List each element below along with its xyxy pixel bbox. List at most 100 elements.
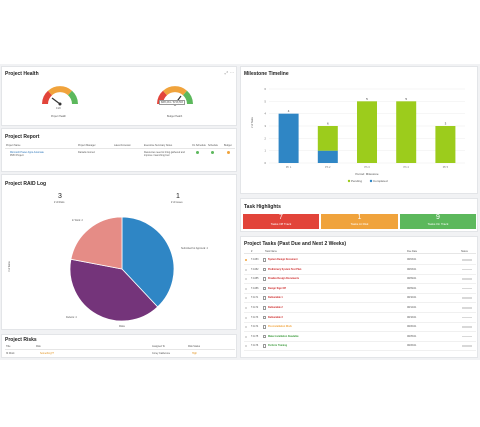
more-icon[interactable]: ⋯: [230, 70, 234, 75]
y-tick-label: 5: [264, 99, 266, 103]
y-tick-label: 0: [264, 161, 266, 165]
card-value: 1: [357, 214, 362, 221]
card-value: 7: [279, 214, 283, 221]
table-row[interactable]: T-1173 Deliverable 3 08/16/21: [244, 314, 476, 323]
bar-total-label: 3: [445, 122, 447, 126]
task-name-link[interactable]: Pre-Installation Work: [268, 325, 292, 329]
table-row[interactable]: T-1085 Finalize Design Documents 08/09/21: [244, 275, 476, 285]
task-name-link[interactable]: Deliverable 1: [268, 296, 283, 300]
status-bar: [462, 335, 472, 338]
status-dot: [227, 151, 230, 154]
x-axis-label: Period: Milestone: [355, 172, 379, 176]
table-row[interactable]: T-1172 Deliverable 2 08/12/21: [244, 304, 476, 313]
summary-notes: Resources need to bring gathered and imp…: [144, 151, 185, 157]
task-name-link[interactable]: Design Sign Off: [268, 286, 286, 290]
bar-pending[interactable]: [396, 101, 417, 163]
raid-pie-chart: [69, 216, 175, 322]
status-dot: [211, 151, 214, 154]
task-name-link[interactable]: Perform Training: [268, 344, 288, 348]
table-row[interactable]: T-1086 Design Sign Off 08/09/21: [244, 285, 476, 294]
gauge-label: Project Health: [51, 115, 67, 118]
task-due-date: 08/20/21: [407, 325, 417, 329]
table-row[interactable]: T-1175 Make Installation Readable 08/25/21: [244, 333, 476, 342]
risk-count-label: # of Risks: [54, 201, 65, 204]
status-dot: [245, 326, 247, 329]
status-bar: [462, 307, 472, 309]
project-tasks-panel: Project Tasks (Past Due and Next 2 Weeks…: [240, 236, 478, 358]
project-risks-panel: Project Risks Title Risk Assigned To Ris…: [1, 334, 237, 358]
x-tick-label: Ph 1: [286, 165, 292, 169]
project-report-panel: Project Report Project Name Project Mana…: [1, 128, 237, 172]
status-bar: [462, 326, 472, 328]
task-name-link[interactable]: Make Installation Readable: [268, 334, 299, 338]
project-manager: Danielle Gomez: [78, 151, 96, 154]
divider: [5, 148, 235, 149]
pie-label-inwork: In Work: 2: [72, 219, 83, 222]
task-id: T-1173: [251, 315, 259, 319]
y-tick-label: 3: [264, 124, 266, 128]
status-bar: [462, 345, 472, 347]
col-header: Due Date: [407, 250, 418, 253]
task-id: T-1175: [251, 334, 259, 338]
task-name-link[interactable]: System Design Document: [268, 258, 298, 261]
task-document-icon: [263, 306, 266, 310]
table-row[interactable]: T-1082 Preliminary System Test Plan 08/03/…: [244, 266, 476, 275]
col-header: Risk: [36, 345, 41, 348]
pie-slice-defect[interactable]: [69, 258, 159, 322]
col-header: Schedule: [208, 144, 218, 147]
bar-pending[interactable]: [357, 101, 377, 163]
task-name-link[interactable]: Finalize Design Documents: [268, 277, 300, 281]
bar-completed[interactable]: [317, 150, 338, 163]
card-on-track[interactable]: 9 Tasks On Track: [400, 214, 476, 229]
legend-label: Pending: [351, 179, 362, 183]
panel-title: Project RAID Log: [5, 181, 47, 187]
task-due-date: 08/26/21: [407, 344, 417, 348]
pie-slice-in-work[interactable]: [70, 216, 123, 270]
pie-bottom-label: Risks: [119, 325, 125, 328]
task-name-link[interactable]: Deliverable 2: [268, 306, 283, 309]
task-highlights-panel: Task Highlights 7 Tasks Off Track 1 Task…: [240, 198, 478, 232]
status-dot: [245, 259, 247, 261]
bar-pending[interactable]: [317, 126, 338, 151]
table-row[interactable]: T-1083 System Design Document 08/03/21: [244, 256, 476, 265]
legend-swatch: [347, 179, 351, 183]
task-due-date: 08/16/21: [407, 315, 417, 319]
col-header: Executive Summary Notes: [144, 144, 173, 147]
task-document-icon: [263, 334, 266, 339]
table-row[interactable]: T-1171 Deliverable 1 08/10/21: [244, 294, 476, 304]
card-at-risk[interactable]: 1 Tasks At Risk: [321, 214, 398, 229]
panel-title: Project Report: [5, 134, 40, 140]
table-row[interactable]: T-1174 Pre-Installation Work 08/20/21: [244, 323, 476, 333]
panel-title: Project Health: [5, 71, 39, 77]
project-name-link[interactable]: Microsoft Power Apps Automate: [10, 151, 44, 154]
x-tick-label: Ph 5: [443, 165, 449, 169]
status-dot: [245, 268, 247, 271]
task-id: T-1085: [251, 277, 259, 281]
expand-icon[interactable]: ⤢: [224, 70, 228, 75]
status-dot: [196, 151, 199, 154]
task-document-icon: [263, 325, 266, 329]
card-off-track[interactable]: 7 Tasks Off Track: [243, 214, 319, 229]
task-name-link[interactable]: Preliminary System Test Plan: [268, 267, 302, 271]
panel-title: Task Highlights: [244, 204, 281, 210]
gauge-value: $883,961 / $748,583: [159, 100, 185, 105]
divider: [244, 253, 476, 254]
status-dot: [245, 307, 247, 309]
bar-pending[interactable]: [435, 126, 456, 163]
status-bar: [462, 278, 472, 280]
task-due-date: 08/12/21: [407, 306, 417, 309]
bar-completed[interactable]: [278, 113, 299, 163]
task-name-link[interactable]: Deliverable 3: [268, 315, 283, 319]
bar-total-label: 5: [366, 97, 368, 101]
bar-total-label: 5: [405, 97, 407, 101]
status-bar: [462, 316, 472, 319]
status-dot: [245, 287, 247, 290]
col-header: Risk Status: [188, 345, 201, 348]
risk-count: 3: [58, 193, 62, 200]
task-due-date: 08/03/21: [407, 258, 417, 261]
risk-assigned: Corey Calderone: [152, 352, 171, 355]
table-row[interactable]: T-1176 Perform Training 08/26/21: [244, 342, 476, 352]
risk-link[interactable]: Something??: [40, 352, 55, 355]
task-id: T-1086: [251, 286, 259, 290]
pie-slice-submitted-for-approval[interactable]: [121, 216, 175, 308]
